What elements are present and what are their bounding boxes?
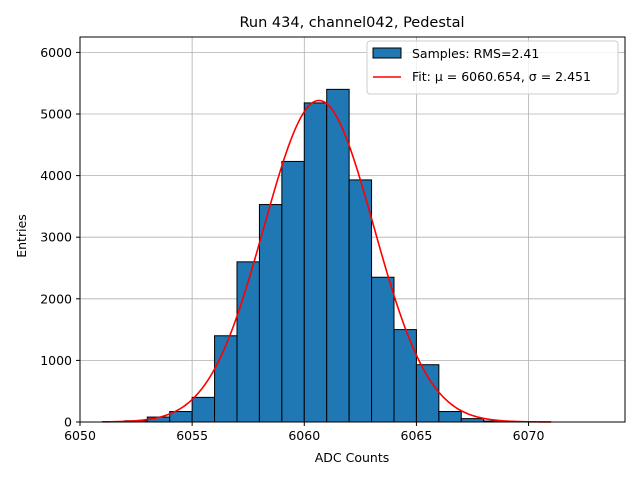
histogram-bar bbox=[214, 335, 238, 423]
y-tick-label: 1000 bbox=[40, 353, 72, 368]
histogram-bar bbox=[281, 160, 305, 423]
y-tick-label: 4000 bbox=[40, 168, 72, 183]
legend: Samples: RMS=2.41 Fit: μ = 6060.654, σ =… bbox=[366, 40, 619, 95]
chart-title: Run 434, channel042, Pedestal bbox=[239, 15, 464, 31]
fit-curve-group bbox=[102, 99, 551, 423]
legend-label-samples: Samples: RMS=2.41 bbox=[412, 46, 539, 61]
legend-label-fit: Fit: μ = 6060.654, σ = 2.451 bbox=[412, 69, 591, 84]
axes-frame bbox=[79, 36, 626, 423]
histogram-bar bbox=[460, 418, 485, 423]
histogram-bar bbox=[303, 102, 328, 423]
histogram-bar bbox=[236, 261, 260, 423]
x-tick-label: 6055 bbox=[176, 428, 208, 443]
histogram-bar bbox=[258, 204, 283, 423]
y-tick-label: 2000 bbox=[40, 291, 72, 306]
y-tick-label: 5000 bbox=[40, 107, 72, 122]
x-tick-label: 6050 bbox=[64, 428, 96, 443]
histogram-bar bbox=[371, 276, 395, 423]
histogram-bar bbox=[415, 364, 440, 423]
y-tick-label: 3000 bbox=[40, 230, 72, 245]
legend-swatch-samples bbox=[372, 47, 402, 59]
histogram-bar bbox=[393, 329, 417, 423]
x-tick-label: 6065 bbox=[401, 428, 433, 443]
histogram-bar bbox=[348, 179, 373, 423]
legend-box bbox=[366, 40, 619, 95]
x-axis-label: ADC Counts bbox=[315, 450, 390, 465]
y-tick-label: 0 bbox=[64, 415, 72, 430]
y-axis-label: Entries bbox=[14, 214, 29, 258]
histogram-bar bbox=[191, 396, 216, 423]
y-axis-ticks: 0 1000 2000 3000 4000 5000 6000 bbox=[40, 45, 80, 430]
x-axis-ticks: 6050 6055 6060 6065 6070 bbox=[64, 422, 545, 443]
y-tick-label: 6000 bbox=[40, 45, 72, 60]
histogram-bars bbox=[101, 88, 552, 423]
fit-curve-line bbox=[102, 99, 551, 423]
x-tick-label: 6070 bbox=[513, 428, 545, 443]
x-tick-label: 6060 bbox=[288, 428, 320, 443]
histogram-bar bbox=[326, 88, 350, 423]
histogram-bar bbox=[438, 411, 462, 423]
